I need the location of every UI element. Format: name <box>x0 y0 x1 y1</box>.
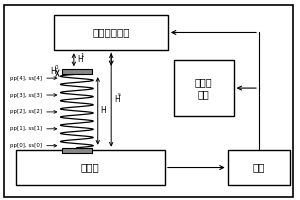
Text: pp[2], ss[2]: pp[2], ss[2] <box>11 109 43 114</box>
Bar <box>62 69 92 74</box>
Text: pp[1], ss[1]: pp[1], ss[1] <box>11 126 43 131</box>
Text: 位移传
感器: 位移传 感器 <box>195 77 213 99</box>
Text: s: s <box>118 92 120 97</box>
Text: pp[3], ss[3]: pp[3], ss[3] <box>11 93 43 98</box>
Bar <box>174 60 234 116</box>
Bar <box>62 148 92 153</box>
Text: 微机: 微机 <box>253 163 265 173</box>
Bar <box>54 15 168 50</box>
Text: 1: 1 <box>81 53 84 58</box>
Text: H: H <box>50 67 56 76</box>
Text: pp[0], ss[0]: pp[0], ss[0] <box>11 143 43 148</box>
Text: 施力活塞机构: 施力活塞机构 <box>92 27 130 37</box>
Text: pp[4], ss[4]: pp[4], ss[4] <box>11 76 43 81</box>
Text: H: H <box>114 95 120 104</box>
Text: H: H <box>100 106 106 115</box>
Bar <box>228 150 290 185</box>
Text: 0: 0 <box>55 65 58 70</box>
Text: H: H <box>77 55 83 64</box>
Bar <box>16 150 165 185</box>
Text: 托盘秤: 托盘秤 <box>81 163 100 173</box>
